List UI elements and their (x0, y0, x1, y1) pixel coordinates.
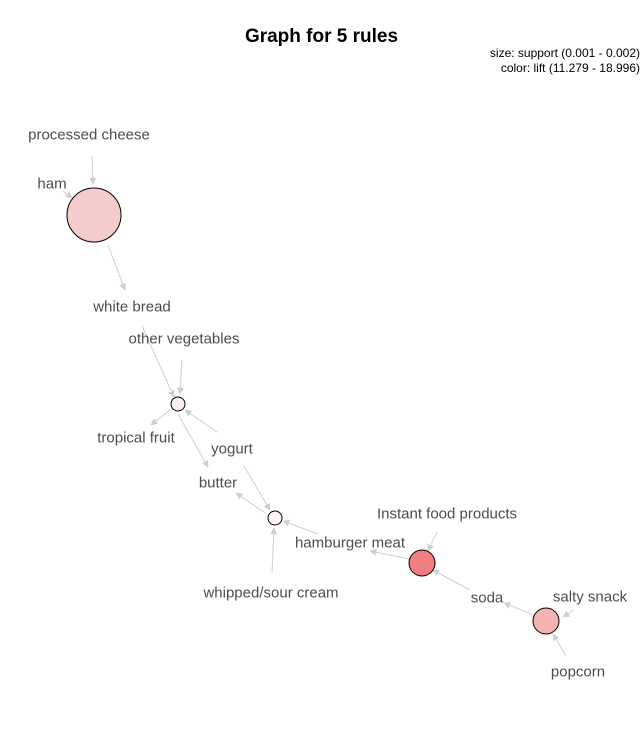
item-label-tropical-fruit[interactable]: tropical fruit (97, 429, 175, 447)
edge-4-out-soda (503, 602, 535, 616)
edge-2-in-yogurt (243, 465, 271, 511)
edge-0-out-white-bread (107, 244, 127, 291)
edges-layer (62, 155, 575, 657)
legend: size: support (0.001 - 0.002) color: lif… (490, 46, 640, 76)
rule-node-5[interactable] (532, 607, 560, 635)
edge-1-out-tropical-fruit (150, 409, 171, 426)
edge-2-in-whipped-sour-cream (270, 527, 278, 574)
edge-2-out-butter (235, 492, 266, 514)
legend-color: color: lift (11.279 - 18.996) (500, 61, 640, 75)
item-label-instant-food-products[interactable]: Instant food products (376, 505, 518, 523)
edge-3-in-instant-food-products (427, 531, 438, 552)
edge-1-in-other-vegetables (176, 359, 184, 395)
edge-3-out-hamburger-meat (369, 548, 411, 560)
rule-node-1[interactable] (66, 187, 122, 243)
item-label-ham[interactable]: ham (37, 175, 67, 193)
item-label-butter[interactable]: butter (198, 474, 238, 492)
item-label-whipped-sour-cream[interactable]: whipped/sour cream (203, 584, 339, 602)
edge-2-extra-white-bread-butter (177, 413, 209, 468)
item-label-salty-snack[interactable]: salty snack (552, 588, 628, 606)
rule-nodes-layer (66, 187, 560, 635)
edge-1-in-yogurt (184, 409, 218, 433)
rule-node-3[interactable] (267, 510, 283, 526)
edge-0-in-ham (62, 190, 73, 199)
edge-1-in-white-bread (141, 325, 175, 398)
edge-2-in-hamburger-meat (282, 519, 319, 535)
edge-3-in-soda (432, 569, 471, 591)
rule-node-2[interactable] (170, 396, 186, 412)
item-label-other-vegetables[interactable]: other vegetables (128, 330, 240, 348)
edge-4-in-salty-snack (562, 609, 575, 618)
rule-node-4[interactable] (408, 549, 436, 577)
item-label-hamburger-meat[interactable]: hamburger meat (294, 534, 406, 552)
edge-0-in-processed-cheese (89, 155, 97, 185)
item-label-soda[interactable]: soda (470, 589, 504, 607)
item-label-yogurt[interactable]: yogurt (211, 440, 253, 458)
edge-4-in-popcorn (552, 633, 567, 657)
legend-size: size: support (0.001 - 0.002) (489, 46, 640, 60)
item-label-white-bread[interactable]: white bread (93, 298, 171, 316)
item-label-popcorn[interactable]: popcorn (550, 663, 606, 681)
item-label-processed-cheese[interactable]: processed cheese (28, 126, 150, 144)
graph-title: Graph for 5 rules (244, 26, 399, 47)
